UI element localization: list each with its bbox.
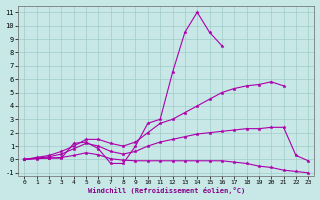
X-axis label: Windchill (Refroidissement éolien,°C): Windchill (Refroidissement éolien,°C): [88, 187, 245, 194]
